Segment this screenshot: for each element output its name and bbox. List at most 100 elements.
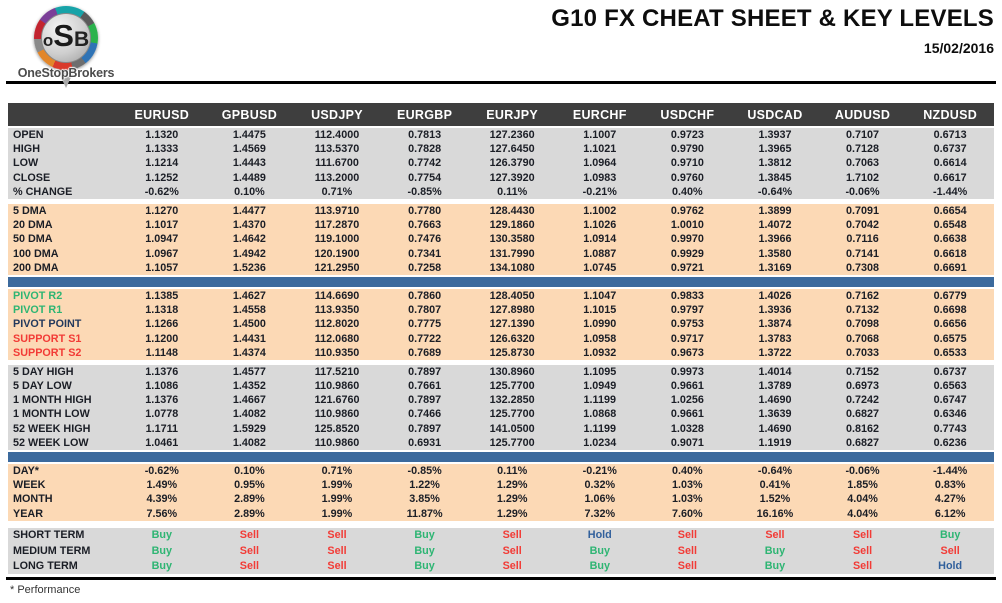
- value-cell: -1.44%: [933, 465, 968, 478]
- value-cell: 1.1148: [145, 346, 179, 359]
- value-cell: 4.27%: [934, 493, 966, 506]
- value-cell: 119.1000: [314, 233, 360, 246]
- value-cell: 1.3722: [758, 346, 792, 359]
- signal-cell: Buy: [939, 529, 961, 542]
- row-label: 5 DMA: [13, 205, 47, 218]
- value-cell: 1.4082: [232, 436, 266, 449]
- value-cell: 1.22%: [409, 479, 440, 492]
- value-cell: 1.3169: [758, 261, 792, 274]
- value-cell: 1.0983: [583, 171, 617, 184]
- value-cell: 1.3845: [758, 171, 792, 184]
- table-row: 20 DMA 1.1017 1.4370 117.2870 0.7663 129.1860…: [8, 218, 994, 232]
- row-label: HIGH: [13, 143, 40, 156]
- value-cell: 0.6698: [933, 304, 967, 317]
- value-cell: 1.0328: [670, 422, 704, 435]
- row-label: 5 DAY LOW: [13, 380, 72, 393]
- value-cell: 0.7466: [408, 408, 442, 421]
- section-dma: 5 DMA 1.1270 1.4477 113.9710 0.7780 128.4430 1…: [8, 203, 994, 275]
- value-cell: 1.4558: [232, 304, 266, 317]
- value-cell: 1.3874: [758, 318, 792, 331]
- section-divider-bar: [8, 451, 994, 462]
- value-cell: 1.1318: [145, 304, 179, 317]
- value-cell: 127.8980: [489, 304, 535, 317]
- value-cell: -0.06%: [845, 185, 880, 198]
- table-row: PIVOT R2 1.1385 1.4627 114.6690 0.7860 128.40…: [8, 289, 994, 303]
- column-header-eurgbp: EURGBP: [396, 107, 453, 122]
- value-cell: 16.16%: [756, 507, 794, 520]
- value-cell: 0.11%: [497, 185, 528, 198]
- value-cell: 0.6827: [846, 408, 880, 421]
- value-cell: 1.4374: [232, 346, 266, 359]
- value-cell: 1.1270: [145, 205, 179, 218]
- value-cell: 110.9860: [314, 380, 360, 393]
- section-divider-bar: [8, 276, 994, 287]
- value-cell: 0.41%: [759, 479, 791, 492]
- value-cell: 0.6713: [933, 129, 967, 142]
- row-label: 52 WEEK LOW: [13, 436, 89, 449]
- value-cell: 1.0868: [583, 408, 617, 421]
- value-cell: 1.1376: [145, 365, 179, 378]
- value-cell: 0.7743: [933, 422, 967, 435]
- row-label: % CHANGE: [13, 185, 73, 198]
- value-cell: 1.4577: [232, 365, 266, 378]
- value-cell: 1.4667: [232, 394, 266, 407]
- value-cell: 0.6779: [933, 289, 967, 302]
- value-cell: 4.04%: [847, 493, 878, 506]
- value-cell: 0.7042: [846, 219, 880, 232]
- value-cell: -0.21%: [582, 185, 617, 198]
- value-cell: 1.1086: [145, 380, 179, 393]
- value-cell: 1.1199: [583, 394, 616, 407]
- column-header-eurchf: EURCHF: [572, 107, 627, 122]
- value-cell: 0.11%: [497, 465, 528, 478]
- value-cell: -1.44%: [933, 185, 968, 198]
- value-cell: 1.1015: [583, 304, 617, 317]
- header-divider: [6, 81, 996, 84]
- signal-cell: Sell: [502, 544, 522, 557]
- value-cell: 0.10%: [234, 465, 265, 478]
- table-row: CLOSE 1.1252 1.4489 113.2000 0.7754 127.3920 1…: [8, 171, 994, 185]
- value-cell: 0.9970: [670, 233, 704, 246]
- signal-cell: Sell: [765, 529, 785, 542]
- value-cell: 1.4026: [758, 289, 792, 302]
- value-cell: 1.0778: [145, 408, 179, 421]
- value-cell: 1.0887: [583, 247, 617, 260]
- signal-cell: Sell: [852, 544, 873, 557]
- value-cell: 1.4082: [232, 408, 266, 421]
- value-cell: 0.7116: [846, 233, 879, 246]
- value-cell: 132.2850: [489, 394, 535, 407]
- table-row: WEEK 1.49% 0.95% 1.99% 1.22% 1.29% 0.32% 1.03% 0…: [8, 478, 994, 492]
- logo-letter-s: S: [53, 18, 74, 53]
- value-cell: 1.03%: [672, 479, 703, 492]
- value-cell: 1.0932: [583, 346, 617, 359]
- value-cell: 0.7476: [408, 233, 442, 246]
- value-cell: 1.0234: [583, 436, 617, 449]
- value-cell: 0.83%: [934, 479, 966, 492]
- value-cell: 1.3639: [758, 408, 792, 421]
- row-label: SUPPORT S1: [13, 332, 82, 345]
- signal-cell: Sell: [327, 529, 347, 542]
- value-cell: 0.9723: [670, 129, 704, 142]
- table-row: 5 DAY LOW 1.1086 1.4352 110.9860 0.7661 125.7…: [8, 379, 994, 393]
- value-cell: 0.7807: [408, 304, 442, 317]
- value-cell: 130.8960: [489, 365, 535, 378]
- value-cell: 129.1860: [489, 219, 535, 232]
- value-cell: 1.1376: [145, 394, 179, 407]
- section-performance: DAY* -0.62% 0.10% 0.71% -0.85% 0.11% -0.21% 0.4…: [8, 463, 994, 521]
- value-cell: 0.6973: [846, 380, 880, 393]
- value-cell: 2.89%: [234, 507, 265, 520]
- signal-cell: Buy: [151, 529, 172, 542]
- value-cell: 0.7128: [846, 143, 880, 156]
- value-cell: 0.6533: [933, 346, 967, 359]
- value-cell: 0.7780: [408, 205, 442, 218]
- signal-cell: Sell: [327, 544, 347, 557]
- signal-cell: Sell: [327, 560, 347, 573]
- value-cell: 131.7990: [489, 247, 535, 260]
- table-row: 5 DAY HIGH 1.1376 1.4577 117.5210 0.7897 130.…: [8, 365, 994, 379]
- value-cell: 1.3783: [758, 332, 792, 345]
- row-label: PIVOT R1: [13, 304, 63, 317]
- value-cell: 0.9833: [670, 289, 704, 302]
- value-cell: 7.32%: [584, 507, 616, 520]
- value-cell: 0.7742: [408, 157, 442, 170]
- value-cell: 1.4477: [232, 205, 266, 218]
